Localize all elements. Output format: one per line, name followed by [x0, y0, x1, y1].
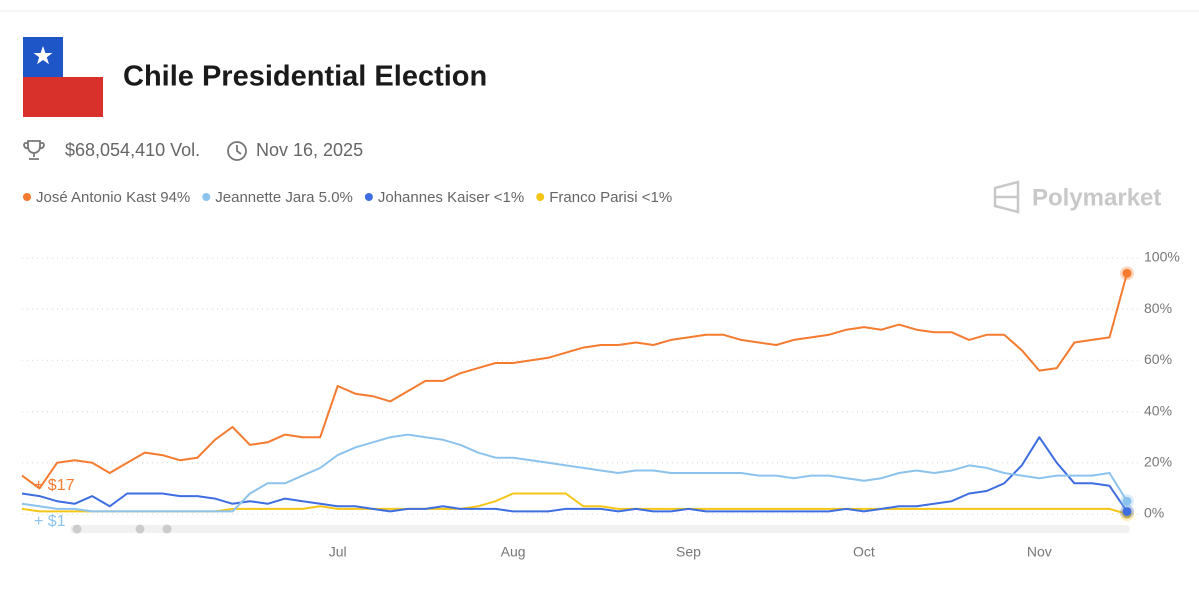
- annotation: + $17: [34, 477, 75, 494]
- brand-name: Polymarket: [1032, 184, 1161, 211]
- volume: $68,054,410 Vol.: [65, 140, 200, 160]
- legend-marker: [364, 193, 373, 201]
- y-tick-label: 60%: [1144, 351, 1172, 367]
- y-tick-label: 100%: [1144, 249, 1180, 265]
- end-dot: [1122, 496, 1132, 506]
- series-line: [21, 433, 1128, 513]
- x-tick-label: Sep: [676, 544, 701, 560]
- market-title: Chile Presidential Election: [123, 61, 487, 93]
- flag: [23, 37, 103, 117]
- clock-icon: [227, 141, 247, 161]
- x-tick-label: Nov: [1027, 544, 1052, 560]
- series-line: [21, 273, 1128, 490]
- end-dot: [1122, 268, 1132, 278]
- legend-marker: [536, 193, 545, 201]
- legend-label: Franco Parisi <1%: [549, 189, 672, 206]
- annotation: + $1: [34, 513, 66, 530]
- y-tick-label: 0%: [1144, 505, 1164, 521]
- y-tick-label: 40%: [1144, 402, 1172, 418]
- y-tick-label: 80%: [1144, 300, 1172, 316]
- scrollbar: [70, 524, 1130, 534]
- legend-label: Jeannette Jara 5.0%: [215, 189, 353, 206]
- legend-marker: [202, 193, 211, 201]
- legend-marker: [23, 193, 31, 201]
- trophy-icon: [23, 140, 45, 160]
- x-tick-label: Oct: [853, 544, 875, 560]
- x-tick-label: Jul: [329, 544, 347, 560]
- end-date: Nov 16, 2025: [256, 140, 363, 160]
- x-tick-label: Aug: [501, 544, 526, 560]
- y-tick-label: 20%: [1144, 454, 1172, 470]
- legend-label: Johannes Kaiser <1%: [378, 189, 524, 206]
- legend-label: José Antonio Kast 94%: [36, 189, 190, 206]
- end-dot: [1122, 506, 1132, 516]
- series-line: [21, 436, 1128, 513]
- brand-logo: [993, 180, 1020, 214]
